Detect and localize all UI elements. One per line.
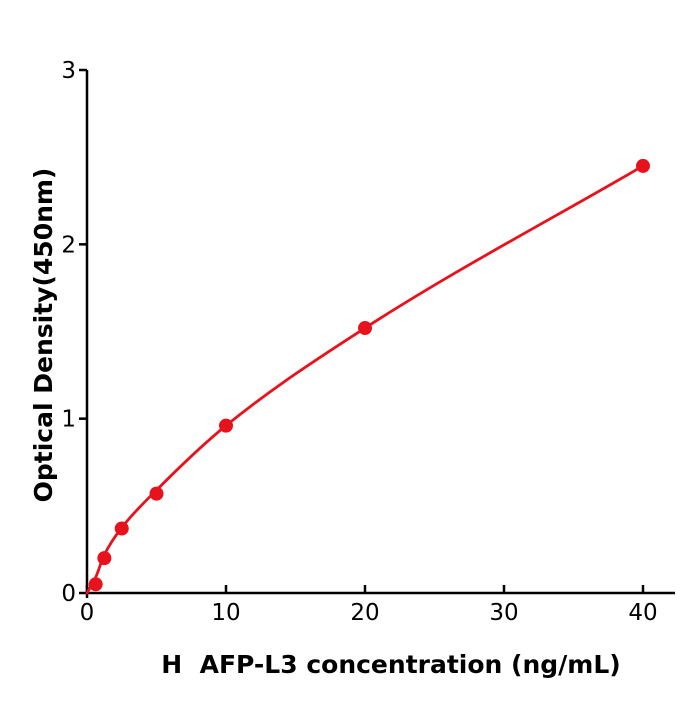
x-tick-label: 20: [350, 600, 379, 626]
data-points: [88, 158, 650, 592]
y-tick-label: 1: [61, 407, 76, 433]
data-point: [636, 158, 650, 173]
y-tick-label: 0: [61, 581, 76, 607]
data-point: [97, 551, 112, 566]
y-tick-label: 2: [61, 232, 76, 258]
fit-curve: [85, 164, 645, 595]
data-point: [358, 321, 372, 336]
axis-ticks: 0 10 20 30 40 0 1 2 3: [61, 58, 657, 626]
x-tick-label: 0: [80, 600, 95, 626]
y-tick-label: 3: [61, 58, 76, 84]
x-tick-label: 30: [489, 600, 518, 626]
data-point: [114, 521, 129, 536]
x-axis-label: H AFP-L3 concentration (ng/mL): [161, 650, 620, 679]
data-point: [219, 418, 233, 433]
fit-curve-path: [85, 164, 645, 595]
y-axis-label: Optical Density(450nm): [29, 168, 58, 503]
data-point: [88, 577, 103, 592]
axes: [85, 70, 675, 598]
data-point: [149, 486, 164, 501]
x-tick-label: 40: [628, 600, 657, 626]
x-tick-label: 10: [211, 600, 240, 626]
